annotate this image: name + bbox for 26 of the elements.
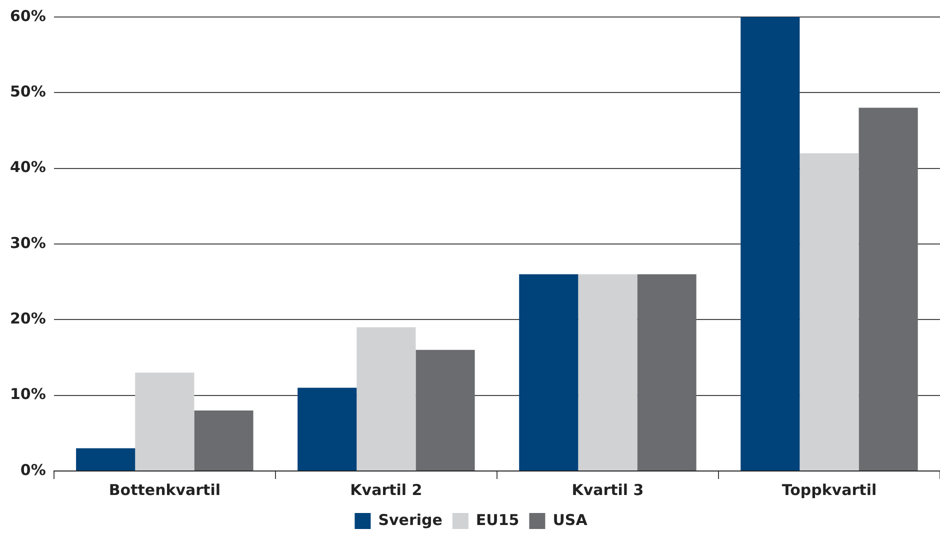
bar bbox=[740, 17, 800, 470]
bar bbox=[637, 274, 696, 470]
legend-label: USA bbox=[552, 510, 588, 529]
x-tick-label: Kvartil 3 bbox=[572, 480, 644, 499]
bar bbox=[298, 388, 357, 470]
bar bbox=[76, 448, 136, 470]
x-tick-label: Kvartil 2 bbox=[350, 480, 422, 499]
bar bbox=[135, 372, 194, 470]
legend-label: Sverige bbox=[378, 510, 442, 529]
y-tick-label: 0% bbox=[20, 460, 46, 479]
bar bbox=[416, 350, 475, 470]
y-tick-label: 10% bbox=[10, 385, 46, 404]
bar bbox=[578, 274, 638, 470]
y-tick-label: 20% bbox=[10, 310, 46, 328]
y-tick-label: 40% bbox=[10, 158, 46, 176]
legend-label: EU15 bbox=[476, 510, 520, 529]
bar bbox=[519, 274, 578, 470]
bar bbox=[858, 108, 918, 470]
bar bbox=[194, 410, 254, 470]
bar bbox=[356, 327, 416, 470]
x-tick-label: Bottenkvartil bbox=[108, 480, 220, 499]
y-tick-label: 30% bbox=[10, 234, 46, 252]
y-tick-label: 60% bbox=[10, 6, 46, 25]
bar bbox=[800, 153, 859, 470]
x-tick-label: Toppkvartil bbox=[782, 480, 877, 499]
y-tick-label: 50% bbox=[10, 82, 46, 101]
